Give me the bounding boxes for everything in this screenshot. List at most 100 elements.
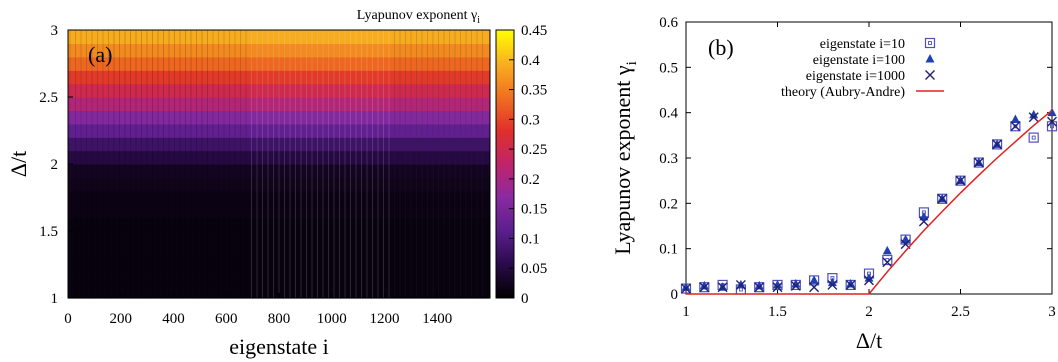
colorbar-tick-label: 0.3 — [521, 112, 540, 128]
scatter-y-ticks: 0 0.1 0.2 0.3 0.4 0.5 0.6 — [659, 15, 1052, 303]
scatter-x-tick-label: 2.5 — [951, 304, 970, 320]
data-point — [845, 279, 856, 290]
heatmap-x-tick-label: 800 — [268, 311, 291, 327]
data-point — [846, 279, 856, 288]
heatmap-row — [68, 204, 490, 219]
scatter-x-ticks: 1 1.5 2 2.5 3 — [682, 22, 1056, 320]
heatmap-row — [68, 231, 490, 245]
data-point — [809, 282, 820, 293]
heatmap-row — [68, 70, 490, 85]
data-point — [973, 157, 984, 168]
scatter-y-tick-label: 0.1 — [659, 242, 678, 258]
heatmap-row — [68, 30, 490, 44]
data-point — [882, 245, 892, 255]
data-point — [754, 282, 765, 293]
scatter-x-axis-label: Δ/t — [856, 328, 882, 353]
scatter-x-tick-label: 1.5 — [768, 304, 787, 320]
series-1 — [681, 107, 1057, 291]
colorbar-gradient — [495, 29, 515, 299]
data-point — [1028, 132, 1039, 143]
data-point — [699, 280, 709, 290]
legend-marker — [925, 70, 935, 80]
scatter-y-tick-label: 0 — [671, 287, 679, 303]
colorbar-tick-label: 0.45 — [521, 23, 547, 39]
heatmap-x-tick-label: 200 — [110, 311, 133, 327]
data-point — [681, 282, 691, 291]
colorbar-tick-label: 0.1 — [521, 231, 540, 247]
scatter-y-tick-label: 0.3 — [659, 151, 678, 167]
data-point — [791, 279, 801, 288]
heatmap-y-ticks: 1 1.5 2 2.5 3 — [39, 23, 73, 307]
colorbar-tick-label: 0.15 — [521, 202, 547, 218]
data-point — [790, 280, 801, 291]
data-point — [937, 193, 948, 204]
heatmap-x-tick-label: 0 — [64, 311, 72, 327]
data-point — [827, 277, 837, 287]
heatmap-row — [68, 123, 490, 138]
scatter-x-tick-label: 1 — [682, 304, 690, 320]
colorbar-tick-label: 0.35 — [521, 83, 547, 99]
colorbar-tick-label: 0.25 — [521, 142, 547, 158]
scatter-y-tick-label: 0.4 — [659, 106, 678, 122]
legend-marker — [925, 54, 935, 63]
data-point — [681, 283, 691, 294]
scatter-y-tick-label: 0.6 — [659, 15, 678, 31]
theory-line — [686, 109, 1053, 295]
heatmap-x-tick-label: 1400 — [422, 311, 452, 327]
scatter-y-tick-label: 0.5 — [659, 60, 678, 76]
heatmap-row — [68, 164, 490, 178]
legend-label: eigenstate i=100 — [813, 53, 905, 68]
data-point — [1010, 121, 1021, 132]
data-point — [882, 257, 893, 268]
series-3 — [686, 109, 1053, 295]
heatmap-row — [68, 56, 490, 71]
heatmap-y-tick-label: 2 — [51, 157, 59, 173]
data-point — [955, 175, 966, 186]
heatmap-panel-label: (a) — [88, 42, 112, 67]
legend-label: theory (Aubry-Andre) — [781, 85, 905, 100]
colorbar-ticks: 0 0.05 0.1 0.15 0.2 0.25 0.3 0.35 0.4 0.45 — [509, 23, 547, 307]
scatter-panel: 1 1.5 2 2.5 3 0 0.1 0.2 0.3 0.4 0.5 0.6 (b) Δ/t Ly… — [610, 15, 1058, 353]
scatter-y-axis-label: Lyapunov exponent γi — [610, 61, 640, 255]
heatmap-row — [68, 257, 490, 272]
colorbar-tick-label: 0.2 — [521, 172, 540, 188]
scatter-series — [680, 107, 1058, 295]
scatter-panel-label: (b) — [708, 35, 734, 60]
heatmap-y-axis-label: Δ/t — [6, 151, 31, 177]
heatmap-row — [68, 97, 490, 111]
heatmap-row — [68, 137, 490, 152]
colorbar-title: Lyapunov exponent γi — [357, 8, 481, 26]
colorbar-title-main: Lyapunov exponent γ — [357, 8, 478, 23]
heatmap-x-tick-label: 600 — [215, 311, 238, 327]
data-point — [992, 139, 1003, 150]
data-point — [918, 216, 929, 227]
data-point — [699, 282, 710, 293]
data-point — [1047, 116, 1057, 127]
data-point — [1010, 114, 1020, 123]
data-point — [735, 279, 746, 290]
heatmap-x-tick-label: 1000 — [317, 311, 347, 327]
data-point — [1047, 107, 1057, 117]
heatmap-y-tick-label: 1 — [51, 291, 59, 307]
heatmap-cells — [68, 30, 490, 299]
data-point — [1029, 109, 1039, 119]
heatmap-x-tick-label: 400 — [162, 311, 185, 327]
data-point — [864, 273, 874, 282]
colorbar: 0 0.05 0.1 0.15 0.2 0.25 0.3 0.35 0.4 0.45 Lyapun… — [357, 8, 548, 307]
colorbar-tick-label: 0.4 — [521, 53, 540, 69]
data-point — [827, 279, 838, 290]
scatter-x-tick-label: 2 — [865, 304, 873, 320]
scatter-y-tick-label: 0.2 — [659, 196, 678, 212]
heatmap-y-tick-label: 1.5 — [39, 224, 58, 240]
heatmap-row — [68, 150, 490, 165]
heatmap-y-tick-label: 3 — [51, 23, 59, 39]
heatmap-panel: 0 200 400 600 800 1000 1200 1400 11.522.53 (a) … — [6, 23, 491, 359]
heatmap-row — [68, 217, 490, 232]
legend-marker — [924, 37, 936, 49]
heatmap-row — [68, 110, 490, 125]
data-point — [773, 279, 782, 289]
heatmap-y-tick-label: 2.5 — [39, 90, 58, 106]
series-2 — [681, 112, 1057, 294]
